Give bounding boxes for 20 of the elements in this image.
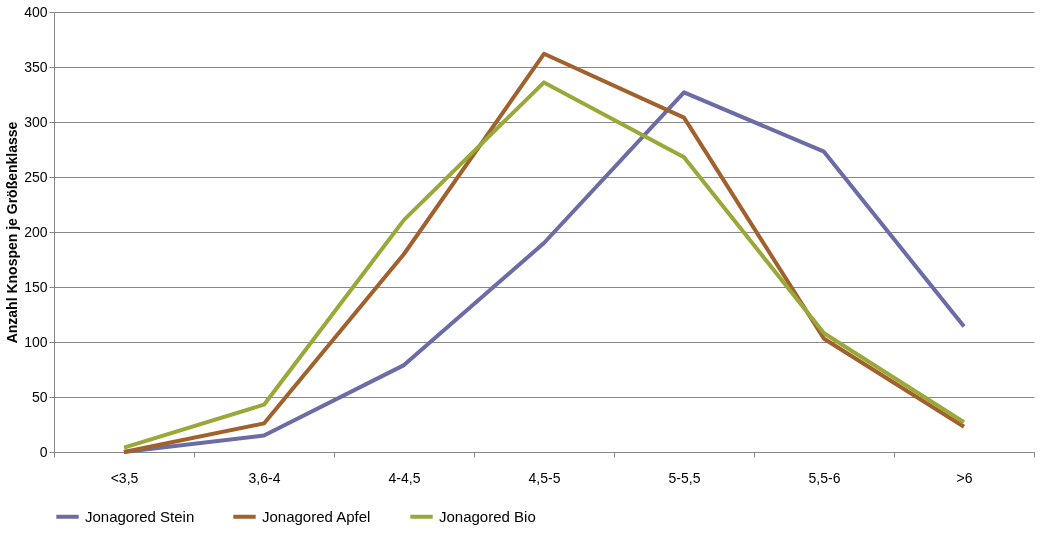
x-tick-label: 5-5,5 [668, 469, 701, 486]
y-tick-label: 150 [24, 278, 48, 295]
x-tick-label: 3,6-4 [248, 469, 281, 486]
x-tick-label: 5,5-6 [808, 469, 841, 486]
legend-label: Jonagored Bio [439, 507, 536, 525]
y-tick-label: 50 [31, 388, 48, 405]
legend-label: Jonagored Apfel [262, 507, 371, 525]
x-tick-label: <3,5 [110, 469, 139, 486]
y-tick-label: 100 [24, 333, 48, 350]
y-axis-title: Anzahl Knospen je Größenklasse [4, 121, 21, 344]
y-tick-label: 350 [24, 58, 48, 75]
x-tick-label: 4-4,5 [388, 469, 421, 486]
legend-label: Jonagored Stein [85, 507, 195, 525]
y-tick-label: 250 [24, 168, 48, 185]
x-tick-label: >6 [956, 469, 973, 486]
y-tick-label: 0 [39, 443, 48, 460]
y-tick-label: 400 [24, 3, 48, 20]
x-tick-label: 4,5-5 [528, 469, 561, 486]
y-tick-label: 200 [24, 223, 48, 240]
y-tick-label: 300 [24, 113, 48, 130]
